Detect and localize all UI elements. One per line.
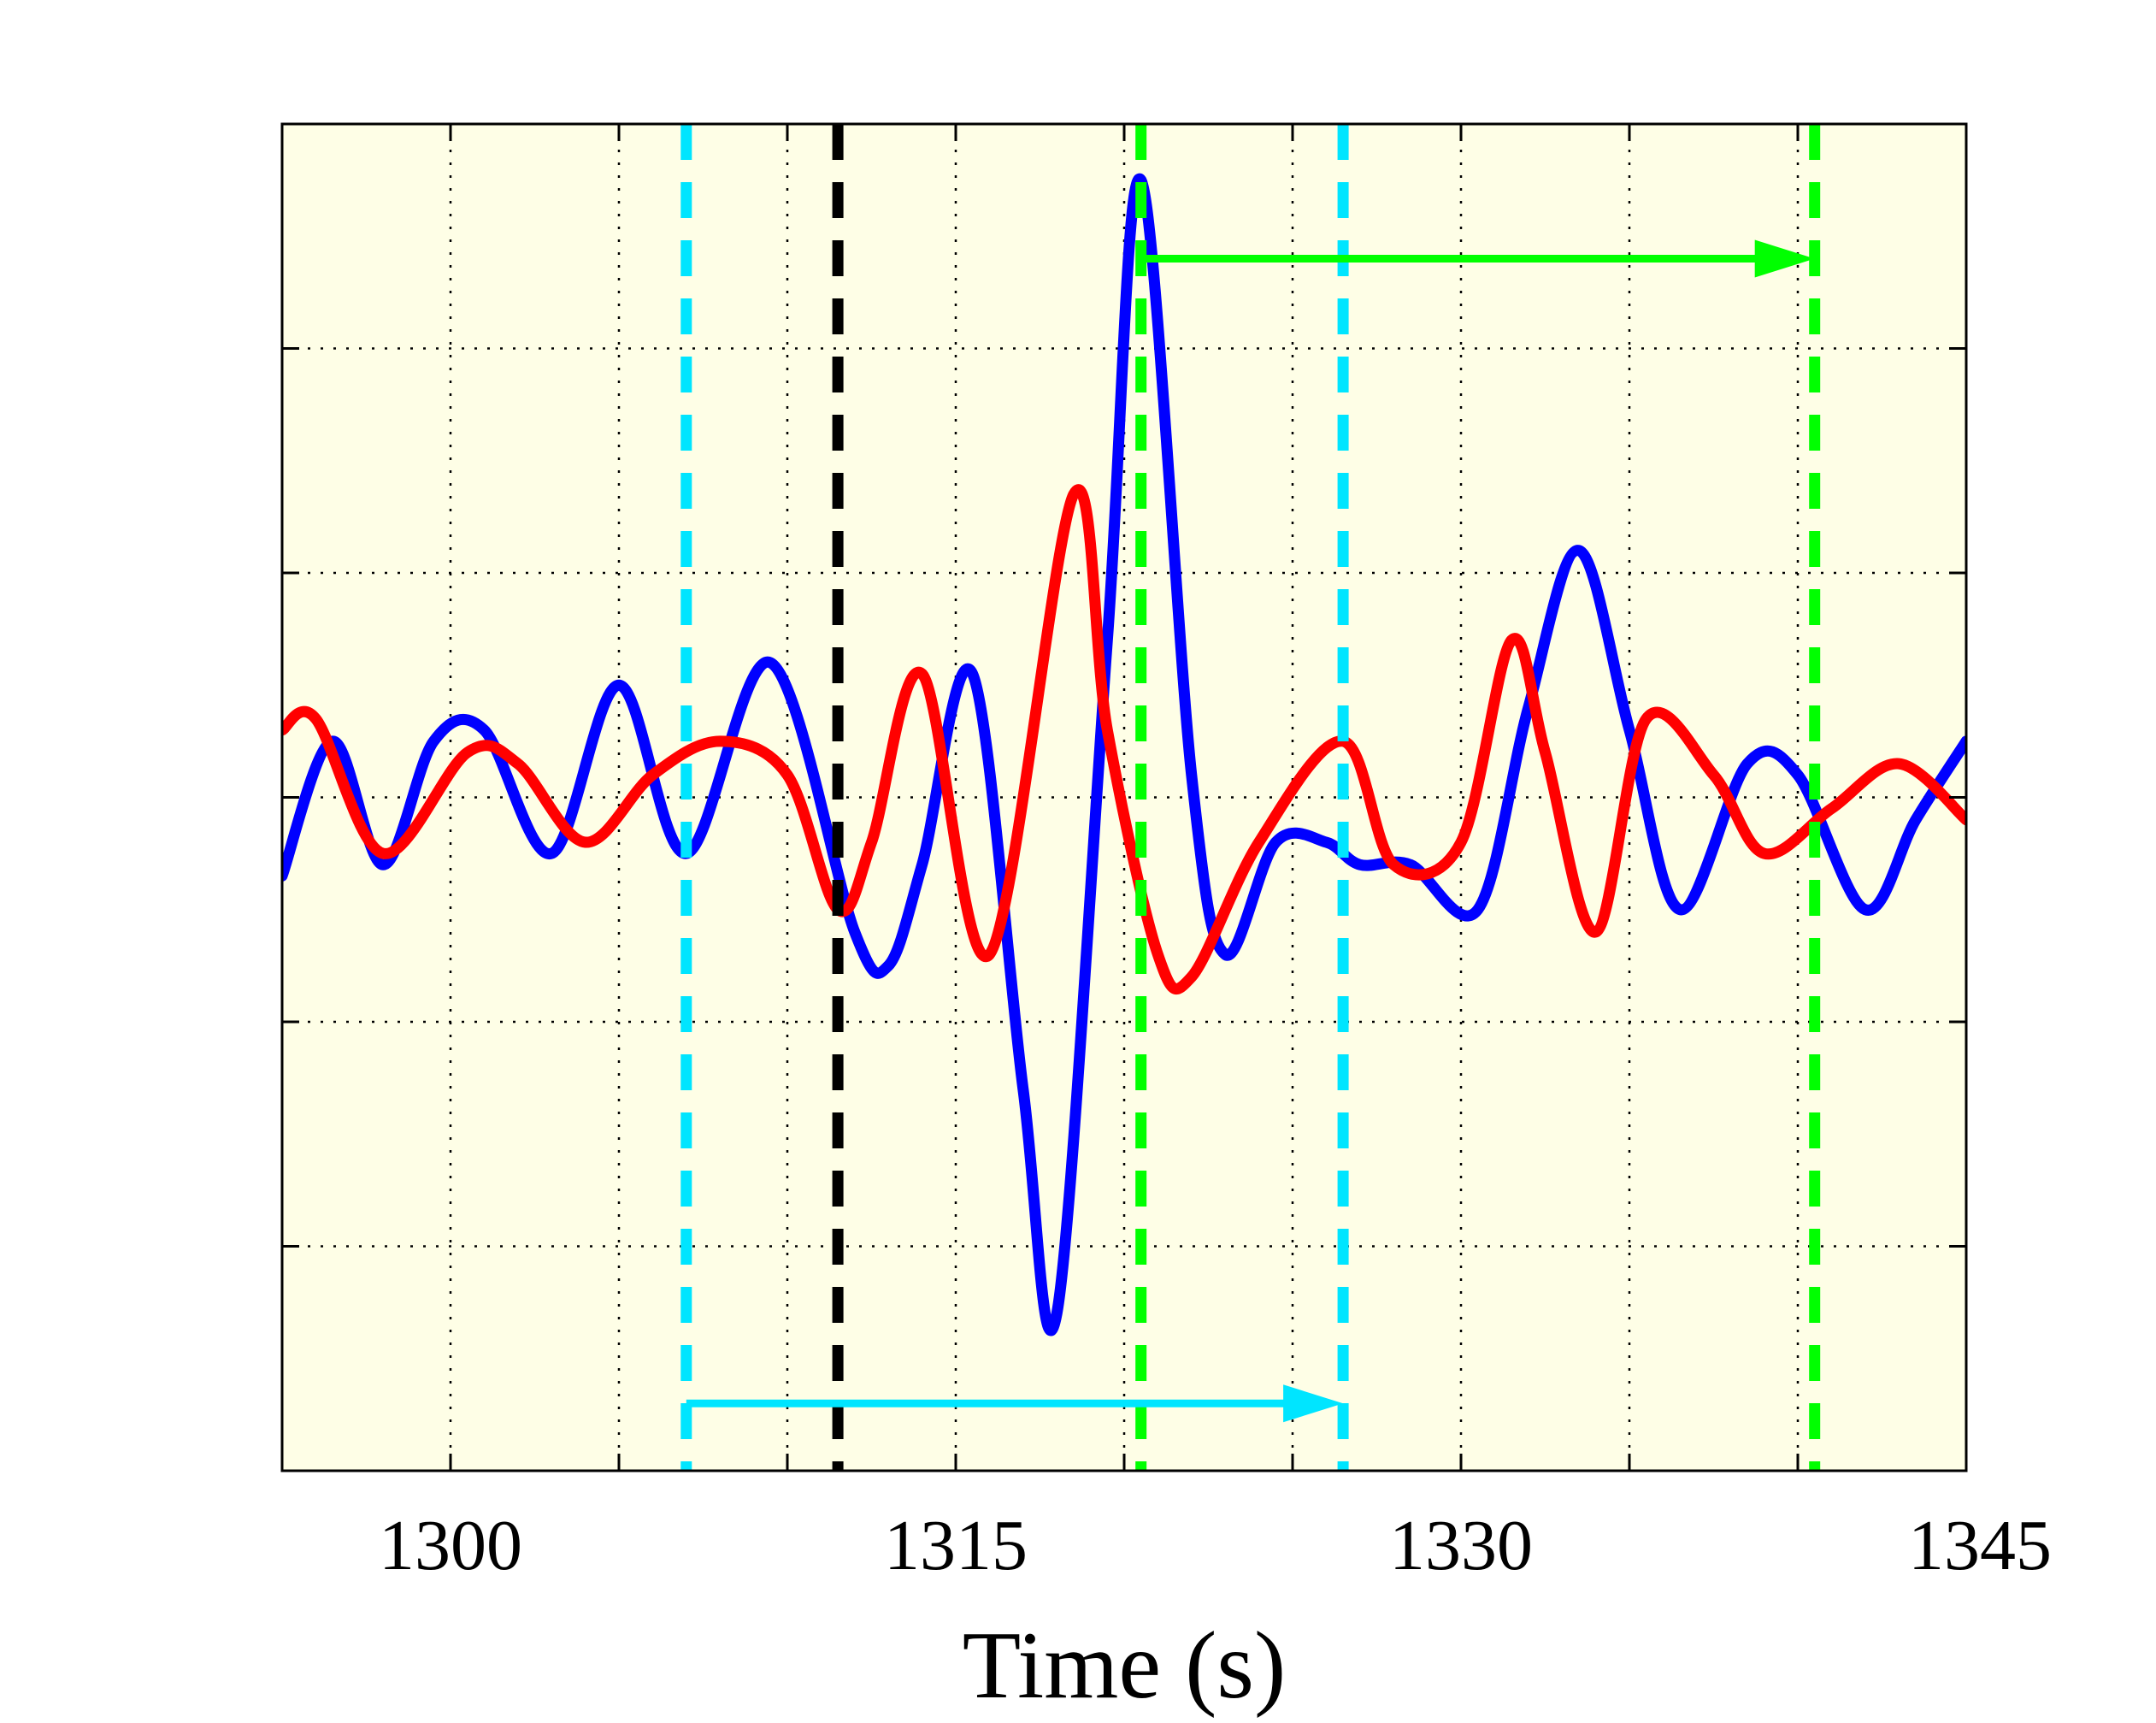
marker-layer — [680, 124, 1821, 1471]
x-tick-label: 1315 — [884, 1506, 1028, 1585]
x-tick-label: 1300 — [379, 1506, 522, 1585]
arrow-head — [1754, 239, 1815, 278]
x-tick-label: 1345 — [1908, 1506, 2052, 1585]
ticks: 1300 1315 1330 1345 — [282, 124, 2052, 1585]
data-layer — [282, 173, 1966, 1337]
series-line-2 — [282, 484, 1966, 994]
arrow-head — [1283, 1384, 1344, 1423]
series-line-1 — [282, 173, 1966, 1337]
x-tick-label: 1330 — [1389, 1506, 1533, 1585]
x-axis-label: Time (s) — [963, 1613, 1287, 1719]
